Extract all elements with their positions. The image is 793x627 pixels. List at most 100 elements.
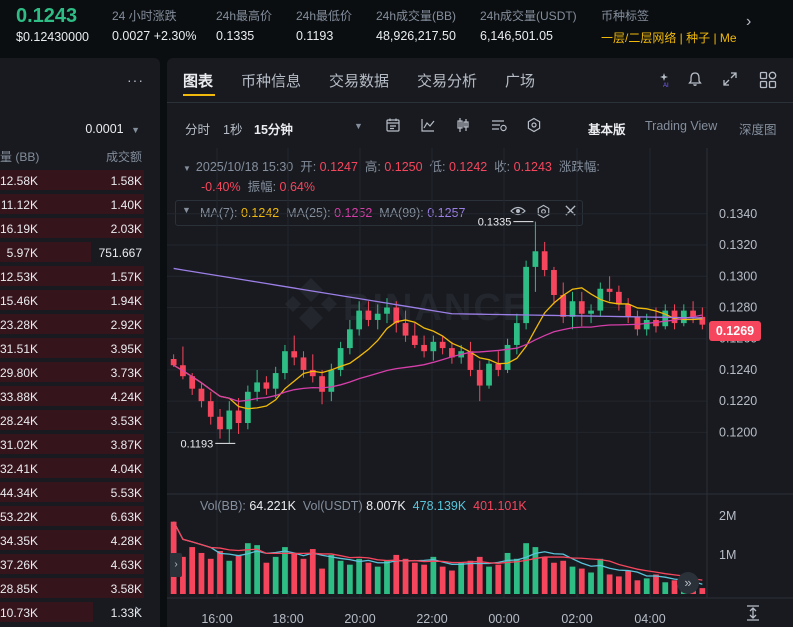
candlestick-chart[interactable]: BINANCE 0.13400.13200.13000.12800.12600.… <box>167 58 793 627</box>
indicator-icon[interactable] <box>420 117 436 136</box>
depth-bar <box>0 194 144 214</box>
tab-coin-info[interactable]: 币种信息 <box>241 73 302 90</box>
ticker-header: 0.1243 $0.12430000 24 小时涨跌 0.0027 +2.30%… <box>0 0 793 52</box>
svg-text:AI: AI <box>663 83 669 88</box>
tf-15m[interactable]: 15分钟 <box>254 123 293 137</box>
orderbook-row[interactable]: 28.85K 3.58K <box>0 576 160 600</box>
volume-bar <box>699 588 706 594</box>
scroll-to-latest-button[interactable]: » <box>677 572 699 594</box>
orderbook-row[interactable]: 33.88K 4.24K <box>0 384 160 408</box>
calendar-icon[interactable] <box>385 117 401 136</box>
orderbook-row[interactable]: 53.22K 6.63K <box>0 504 160 528</box>
orderbook-amount: 5.97K <box>6 246 38 260</box>
caret-down-icon[interactable]: ▼ <box>354 121 363 131</box>
volume-bar <box>272 556 279 594</box>
ma7-line <box>173 287 703 410</box>
candle-body <box>532 251 539 267</box>
chevron-right-icon[interactable]: › <box>134 601 140 618</box>
tab-chart[interactable]: 图表 <box>183 73 214 90</box>
chart-settings-icon[interactable] <box>490 117 508 136</box>
price-axis-label: 0.1280 <box>719 300 757 314</box>
depth-bar <box>0 410 144 430</box>
orderbook-row[interactable]: 32.41K 4.04K <box>0 456 160 480</box>
caret-down-icon[interactable]: ▼ <box>182 205 191 215</box>
volume-bar <box>532 547 539 594</box>
view-tradingview[interactable]: Trading View <box>645 119 718 133</box>
volume-bar <box>578 568 585 594</box>
tf-1s[interactable]: 1秒 <box>223 123 243 137</box>
orderbook-total: 3.95K <box>110 342 142 356</box>
orderbook-amount: 37.26K <box>0 558 39 572</box>
orderbook-row[interactable]: 31.02K 3.87K <box>0 432 160 456</box>
vol-usdt-value: 8.007K <box>366 499 406 513</box>
orderbook-row[interactable]: 12.53K 1.57K <box>0 264 160 288</box>
orderbook-row[interactable]: 28.24K 3.53K <box>0 408 160 432</box>
orderbook-row[interactable]: 29.80K 3.73K <box>0 360 160 384</box>
orderbook-row[interactable]: 12.58K 1.58K <box>0 168 160 192</box>
view-depth[interactable]: 深度图 <box>739 123 777 137</box>
view-basic[interactable]: 基本版 <box>588 123 626 137</box>
orderbook-row[interactable]: 34.35K 4.28K <box>0 528 160 552</box>
more-dots-icon[interactable]: ··· <box>127 72 144 88</box>
orderbook-row[interactable]: 10.73K 1.33K <box>0 600 160 624</box>
tab-trading-data[interactable]: 交易数据 <box>329 73 390 90</box>
volume-bar <box>523 543 529 594</box>
volume-legend: Vol(BB): 64.221K Vol(USDT) 8.007K 478.13… <box>200 499 527 513</box>
grid-layout-icon[interactable] <box>759 71 777 92</box>
orderbook-row[interactable]: 44.34K 5.53K <box>0 480 160 504</box>
candle-body <box>393 307 400 324</box>
candle-body <box>495 363 502 370</box>
volume-bar <box>560 560 567 594</box>
candle-body <box>578 301 585 314</box>
candle-body <box>634 316 641 330</box>
precision-select[interactable]: 0.0001 ▼ <box>85 122 140 136</box>
vol-ma2-value: 401.101K <box>473 499 527 513</box>
volume-bar <box>226 560 233 594</box>
orderbook-row[interactable]: 11.12K 1.40K <box>0 192 160 216</box>
tab-square[interactable]: 广场 <box>505 73 536 90</box>
stat-24h-change-label: 24 小时涨跌 <box>112 9 177 23</box>
depth-bar <box>0 314 144 334</box>
vol-ma1-value: 478.139K <box>412 499 467 513</box>
candle-style-icon[interactable] <box>455 117 471 136</box>
ai-icon[interactable]: AI <box>660 72 674 91</box>
token-tags[interactable]: 一层/二层网络 | 种子 | Me <box>601 31 737 45</box>
volume-bar <box>643 578 650 594</box>
volume-bar <box>551 562 557 594</box>
scroll-left-button[interactable]: › <box>170 553 182 577</box>
chart-panel: 图表 币种信息 交易数据 交易分析 广场 AI 分时 1秒 15分钟 ▼ 基本版… <box>167 58 793 627</box>
orderbook-total: 3.73K <box>110 366 142 380</box>
depth-bar <box>0 338 144 358</box>
orderbook-row[interactable]: 15.46K 1.94K <box>0 288 160 312</box>
candle-body <box>263 382 270 389</box>
candle-body <box>328 369 335 392</box>
price-axis-label: 0.1240 <box>719 363 757 377</box>
orderbook-row[interactable]: 16.19K 2.03K <box>0 216 160 240</box>
tf-line[interactable]: 分时 <box>185 123 211 137</box>
depth-bar <box>0 266 144 286</box>
tab-trading-analysis[interactable]: 交易分析 <box>417 73 478 90</box>
price-axis-label: 0.1300 <box>719 269 757 283</box>
bell-icon[interactable] <box>687 71 703 90</box>
orderbook-row[interactable]: 37.26K 4.63K <box>0 552 160 576</box>
stat-24h-volume-bb: 48,926,217.50 <box>376 29 456 43</box>
hexagon-settings-icon[interactable] <box>526 117 542 136</box>
volume-bar <box>374 566 381 594</box>
depth-bar <box>0 530 144 550</box>
caret-down-icon[interactable]: ▼ <box>183 164 191 173</box>
volume-bar <box>449 570 455 594</box>
candle-body <box>486 363 492 386</box>
axis-scale-icon[interactable] <box>745 604 761 625</box>
candle-body <box>217 416 223 430</box>
volume-bar <box>402 558 409 594</box>
orderbook-row[interactable]: 31.51K 3.95K <box>0 336 160 360</box>
chevron-right-icon[interactable]: › <box>746 13 752 30</box>
candle-body <box>662 310 669 327</box>
volume-bar <box>189 547 196 594</box>
orderbook-row[interactable]: 5.97K 751.667 <box>0 240 160 264</box>
stat-24h-volume-usdt-label: 24h成交量(USDT) <box>480 9 577 23</box>
expand-icon[interactable] <box>722 71 738 90</box>
legend-time: 2025/10/18 15:30 <box>195 160 294 174</box>
orderbook-row[interactable]: 23.28K 2.92K <box>0 312 160 336</box>
volume-bar <box>217 551 223 594</box>
